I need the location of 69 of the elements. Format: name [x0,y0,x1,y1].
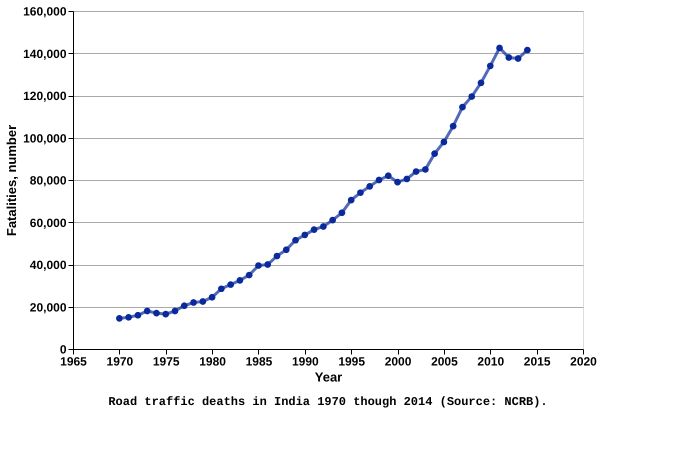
point [199,298,206,305]
point [227,281,234,288]
point [180,302,188,310]
point [172,308,178,314]
point [357,189,364,196]
x-tick-label: 1995 [338,354,366,368]
point [282,246,290,254]
x-tick-label: 2010 [477,354,504,368]
point [348,196,355,204]
point [190,299,197,306]
point [440,138,448,146]
point [236,276,244,284]
point [486,62,494,70]
point [208,294,216,301]
point [376,176,382,184]
y-tick-label: 140,000 [23,46,67,61]
x-tick-label: 1975 [152,354,180,368]
y-tick-label: 60,000 [30,216,67,230]
y-tick-label: 100,000 [23,131,67,146]
point [255,262,262,269]
point [153,310,160,316]
point [384,172,392,180]
x-tick-label: 1985 [246,354,273,368]
x-tick-label: 2020 [570,354,598,368]
point [431,150,438,157]
point [264,261,272,268]
point [301,232,308,238]
point [403,176,410,182]
point [505,54,512,61]
point [338,209,346,216]
point [496,44,503,52]
y-tick-label: 0 [60,342,67,356]
point [134,312,142,319]
point [310,226,318,233]
point [320,223,327,230]
point [218,285,225,292]
x-tick-label: 1980 [199,354,226,368]
point [524,46,531,54]
x-tick-label: 2015 [524,354,551,368]
point [246,272,253,278]
point [450,122,457,130]
point [116,315,123,322]
point [162,310,170,318]
point [329,216,336,224]
x-tick-label: 1970 [106,354,134,368]
x-axis-title: Year [314,370,342,384]
x-tick-label: 2005 [431,354,458,368]
y-tick-label: 120,000 [23,89,67,103]
y-axis-title: Fatalities, number [4,124,20,236]
point [459,104,466,110]
point [514,55,522,62]
point [292,236,299,244]
point [394,178,401,186]
y-tick-label: 20,000 [30,300,67,314]
x-tick-label: 2000 [384,354,412,368]
point [274,252,280,260]
x-tick-label: 1990 [292,354,319,368]
text: Road traffic deaths in India 1970 though 2014 (Source: NCRB). [108,395,548,409]
y-tick-label: 40,000 [30,258,67,272]
point [422,166,429,173]
point [144,308,151,314]
point [412,168,420,175]
point [468,93,476,100]
point [478,79,484,86]
y-tick-label: 80,000 [30,174,67,188]
y-tick-label: 160,000 [23,4,67,18]
point [125,314,132,321]
x-tick-label: 1965 [60,354,88,368]
point [366,182,374,190]
